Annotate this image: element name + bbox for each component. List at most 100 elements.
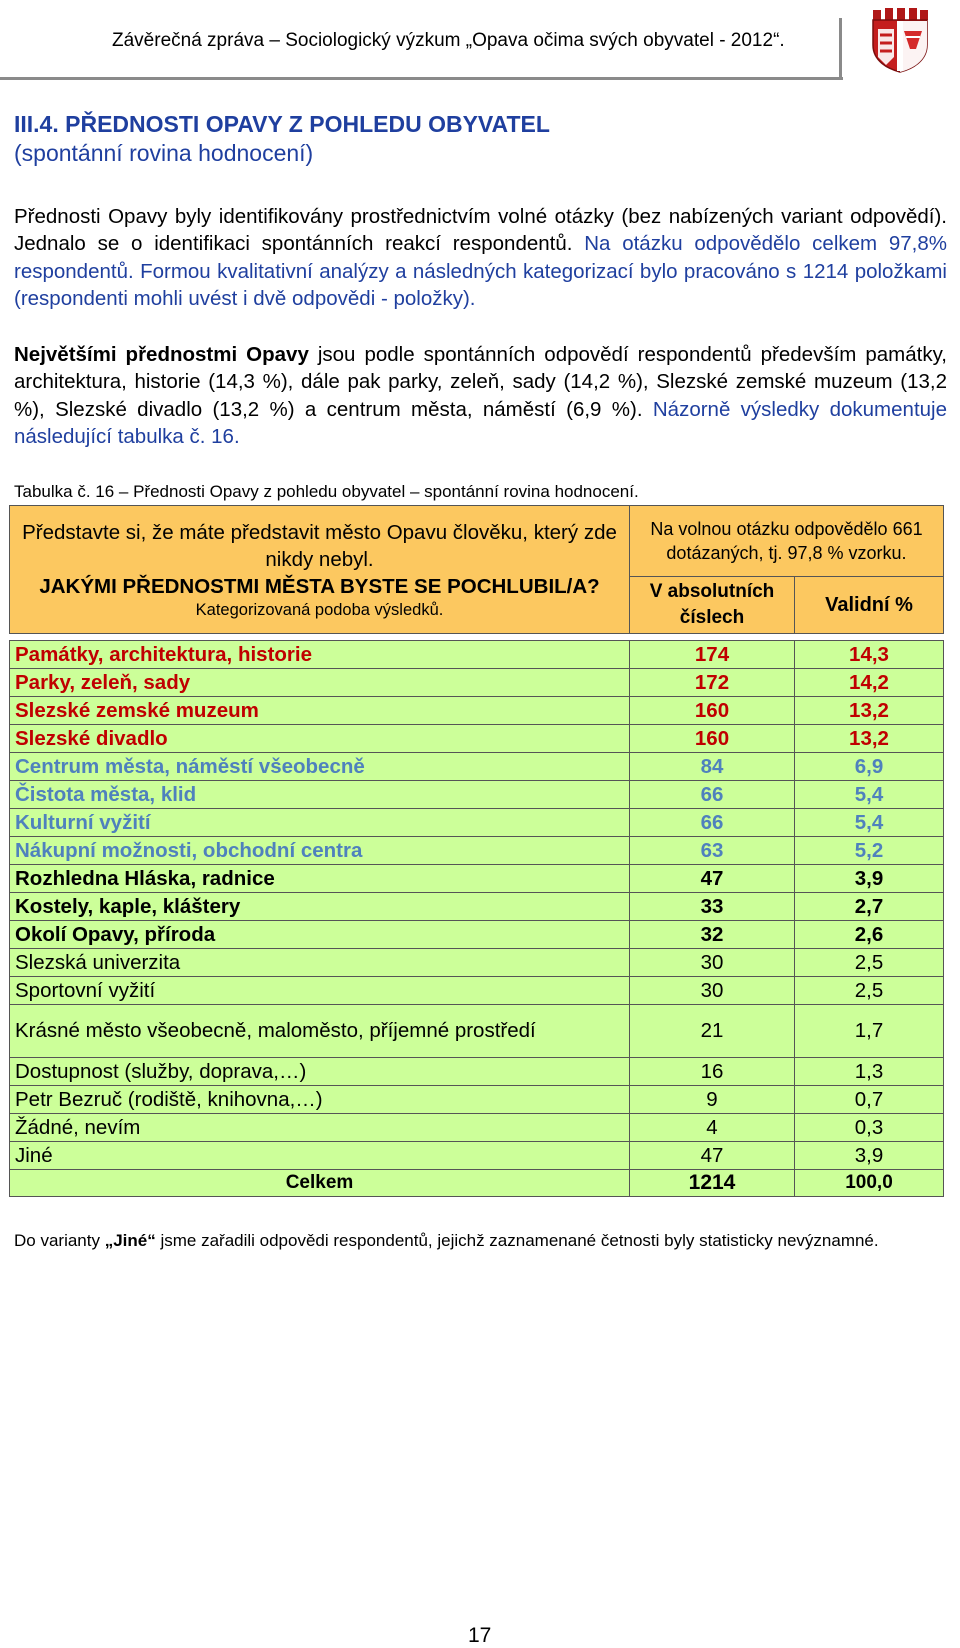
strengths-table: Představte si, že máte představit město … — [9, 505, 944, 1197]
col-absolute-label: V absolutních číslech — [649, 581, 775, 628]
section-subtitle: (spontánní rovina hodnocení) — [14, 140, 314, 166]
row-percent: 2,5 — [794, 948, 944, 977]
page-header: Závěrečná zpráva – Sociologický výzkum „… — [0, 0, 960, 80]
intro-paragraph: Přednosti Opavy byly identifikovány pros… — [14, 203, 947, 312]
row-label: Dostupnost (služby, doprava,…) — [9, 1057, 630, 1086]
table-row: Sportovní vyžití 30 2,5 — [9, 976, 944, 1005]
table-row: Centrum města, náměstí všeobecně 84 6,9 — [9, 752, 944, 781]
row-label: Sportovní vyžití — [9, 976, 630, 1005]
row-absolute: 66 — [629, 808, 795, 837]
question-cell: Představte si, že máte představit město … — [9, 505, 630, 634]
findings-text-b: Názorně výsledky dokumentuje následující… — [14, 397, 947, 448]
question-note: Kategorizovaná podoba výsledků. — [195, 601, 444, 619]
row-absolute: 33 — [629, 892, 795, 921]
table-row: Krásné město všeobecně, maloměsto, příje… — [9, 1004, 944, 1058]
answered-note-cell: Na volnou otázku odpovědělo 661 dotázaný… — [629, 505, 944, 577]
question-main: JAKÝMI PŘEDNOSTMI MĚSTA BYSTE SE POCHLUB… — [39, 575, 600, 598]
row-label: Parky, zeleň, sady — [9, 668, 630, 697]
row-percent: 5,4 — [794, 780, 944, 809]
findings-paragraph: Největšími přednostmi Opavy jsou podle s… — [14, 341, 947, 450]
row-label: Petr Bezruč (rodiště, knihovna,…) — [9, 1085, 630, 1114]
table-row: Kulturní vyžití 66 5,4 — [9, 808, 944, 837]
row-absolute: 47 — [629, 1141, 795, 1170]
findings-lead: Největšími přednostmi Opavy — [14, 343, 309, 366]
row-label: Rozhledna Hláska, radnice — [9, 864, 630, 893]
row-label: Centrum města, náměstí všeobecně — [9, 752, 630, 781]
table-header-row: Představte si, že máte představit město … — [9, 505, 944, 634]
row-absolute: 30 — [629, 976, 795, 1005]
header-vertical-divider — [839, 18, 842, 80]
row-absolute: 32 — [629, 920, 795, 949]
row-label: Památky, architektura, historie — [9, 640, 630, 669]
header-divider — [0, 77, 843, 80]
table-caption: Tabulka č. 16 – Přednosti Opavy z pohled… — [14, 482, 639, 501]
row-percent: 13,2 — [794, 696, 944, 725]
row-absolute: 66 — [629, 780, 795, 809]
row-absolute: 4 — [629, 1113, 795, 1142]
table-row: Kostely, kaple, kláštery 33 2,7 — [9, 892, 944, 921]
section-number: III.4. — [14, 111, 59, 137]
row-percent: 13,2 — [794, 724, 944, 753]
row-label: Slezská univerzita — [9, 948, 630, 977]
note-pre: Do varianty — [14, 1231, 105, 1250]
column-header-row: V absolutních číslech Validní % — [10, 576, 944, 634]
row-percent: 5,2 — [794, 836, 944, 865]
table-gap — [9, 633, 944, 641]
opava-coat-of-arms-icon — [872, 8, 928, 73]
row-percent: 3,9 — [794, 1141, 944, 1170]
table-row: Petr Bezruč (rodiště, knihovna,…) 9 0,7 — [9, 1085, 944, 1114]
intro-text-a: Přednosti Opavy byly identifikovány pros… — [14, 205, 947, 256]
table-row: Nákupní možnosti, obchodní centra 63 5,2 — [9, 836, 944, 865]
table-row: Dostupnost (služby, doprava,…) 16 1,3 — [9, 1057, 944, 1086]
row-absolute: 174 — [629, 640, 795, 669]
col-valid-header: Validní % — [794, 576, 944, 634]
row-absolute: 160 — [629, 696, 795, 725]
row-percent: 14,3 — [794, 640, 944, 669]
intro-text-c: Formou kvalitativní analýzy a následných… — [14, 259, 947, 310]
row-absolute: 84 — [629, 752, 795, 781]
table-row: Žádné, nevím 4 0,3 — [9, 1113, 944, 1142]
row-percent: 2,7 — [794, 892, 944, 921]
row-label: Krásné město všeobecně, maloměsto, příje… — [9, 1004, 630, 1058]
col-absolute-header: V absolutních číslech — [629, 576, 795, 634]
row-label: Slezské divadlo — [9, 724, 630, 753]
table-row: Památky, architektura, historie 174 14,3 — [9, 640, 944, 669]
table-row: Rozhledna Hláska, radnice 47 3,9 — [9, 864, 944, 893]
row-percent: 2,6 — [794, 920, 944, 949]
row-absolute: 9 — [629, 1085, 795, 1114]
question-text: Představte si, že máte představit město … — [22, 521, 617, 571]
col-valid-label: Validní % — [825, 593, 913, 616]
table-row: Slezské zemské muzeum 160 13,2 — [9, 696, 944, 725]
intro-text-b: Na otázku odpovědělo celkem 97,8% respon… — [14, 232, 947, 283]
row-percent: 0,3 — [794, 1113, 944, 1142]
row-absolute: 172 — [629, 668, 795, 697]
row-label: Jiné — [9, 1141, 630, 1170]
row-percent: 3,9 — [794, 864, 944, 893]
row-label: Kulturní vyžití — [9, 808, 630, 837]
row-absolute: 47 — [629, 864, 795, 893]
answered-note: Na volnou otázku odpovědělo 661 dotázaný… — [650, 519, 923, 563]
table-row: Čistota města, klid 66 5,4 — [9, 780, 944, 809]
report-header-title: Závěrečná zpráva – Sociologický výzkum „… — [112, 30, 785, 51]
table-row: Slezské divadlo 160 13,2 — [9, 724, 944, 753]
table-total-row: Celkem 1214 100,0 — [9, 1169, 944, 1197]
row-percent: 14,2 — [794, 668, 944, 697]
note-post: jsme zařadili odpovědi respondentů, jeji… — [155, 1231, 879, 1250]
row-label: Kostely, kaple, kláštery — [9, 892, 630, 921]
table-row: Parky, zeleň, sady 172 14,2 — [9, 668, 944, 697]
row-percent: 6,9 — [794, 752, 944, 781]
section-heading: III.4. PŘEDNOSTI OPAVY Z POHLEDU OBYVATE… — [14, 110, 550, 168]
row-label: Okolí Opavy, příroda — [9, 920, 630, 949]
note-bold: „Jiné“ — [104, 1231, 156, 1250]
total-label: Celkem — [9, 1169, 630, 1197]
section-title: PŘEDNOSTI OPAVY Z POHLEDU OBYVATEL — [65, 111, 550, 137]
row-percent: 1,3 — [794, 1057, 944, 1086]
page-number: 17 — [468, 1624, 492, 1647]
total-absolute: 1214 — [629, 1169, 795, 1197]
table-row: Jiné 47 3,9 — [9, 1141, 944, 1170]
row-percent: 0,7 — [794, 1085, 944, 1114]
row-percent: 5,4 — [794, 808, 944, 837]
row-label: Žádné, nevím — [9, 1113, 630, 1142]
row-label: Slezské zemské muzeum — [9, 696, 630, 725]
row-absolute: 63 — [629, 836, 795, 865]
